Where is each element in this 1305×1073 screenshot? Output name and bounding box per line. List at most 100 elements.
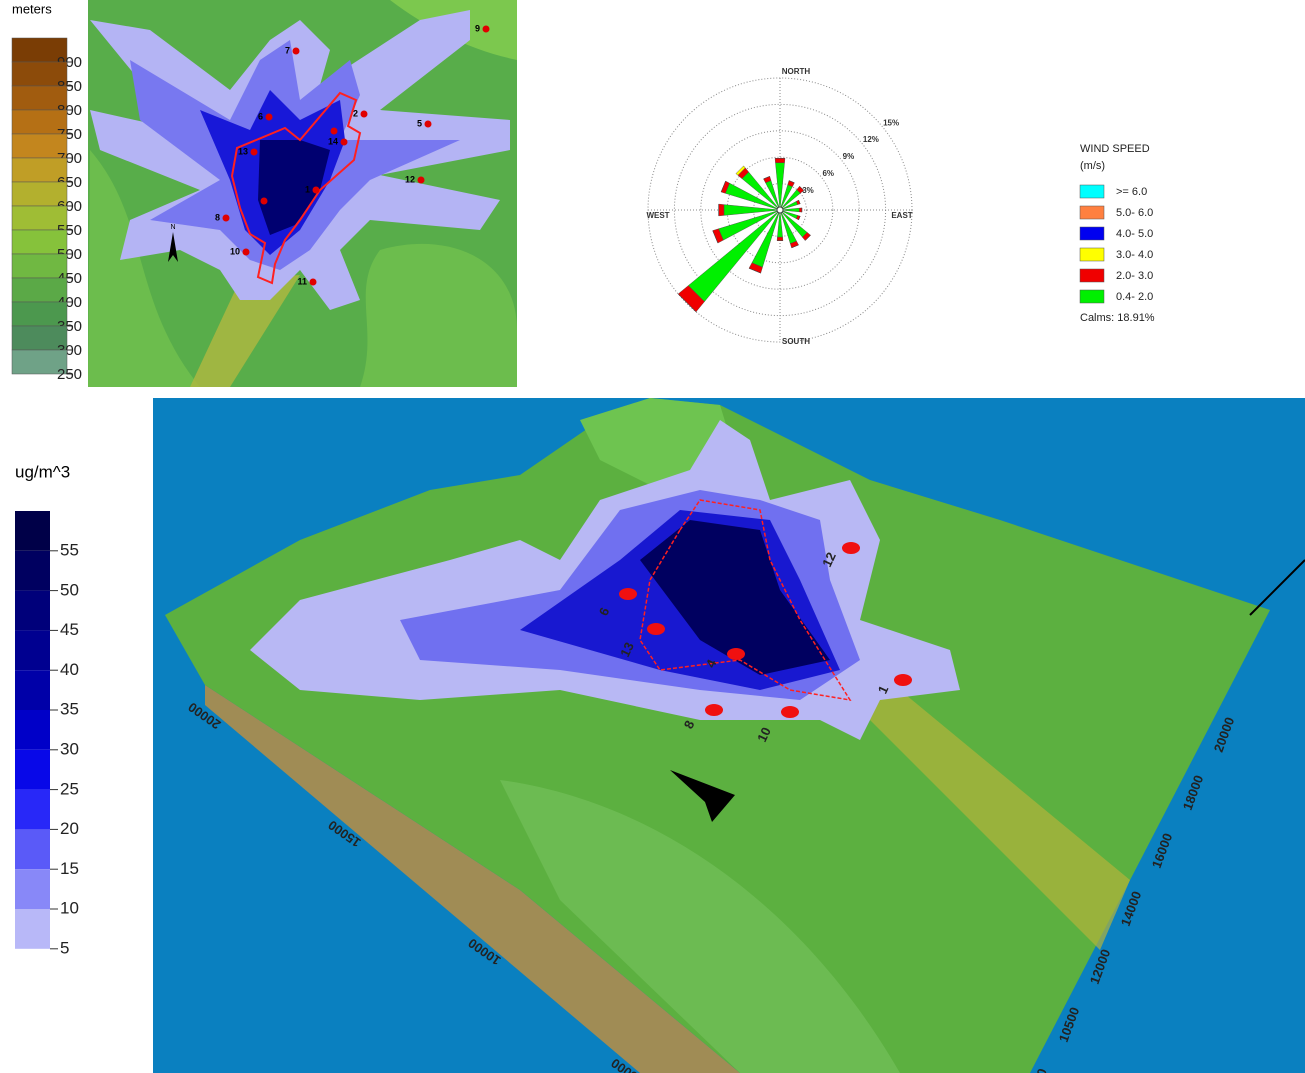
legend-label: 35 [60,700,79,719]
legend-swatch [1079,289,1105,304]
legend-unit: meters [12,1,52,16]
rose-petal [720,181,726,193]
axis-line [1249,559,1305,616]
receptor [842,542,860,554]
receptor [330,127,338,135]
legend-swatch [15,590,50,631]
site-boundary [639,499,852,702]
elevation-map [88,0,517,387]
legend-swatch [11,37,68,63]
ridge [850,690,1130,950]
receptor-label: 7 [285,45,290,55]
legend-label: 30 [60,739,79,758]
receptor [260,197,268,205]
legend-title: WIND SPEED [1080,143,1150,155]
legend-swatch [11,229,68,255]
receptor [424,120,432,128]
north-label: N [170,224,175,231]
receptor [647,623,665,635]
rose-petal [718,203,725,217]
terrain-patch [500,780,900,1073]
legend-swatch [15,869,50,909]
receptor [292,47,300,55]
legend-label: 45 [60,620,79,639]
legend-label: 15 [60,859,79,878]
legend-label: 250 [57,366,82,383]
legend-label: 5 [60,938,69,957]
receptor [781,706,799,718]
ring-label: 6% [822,169,834,178]
legend-unit: (m/s) [1080,160,1105,172]
rose-petal [799,207,803,213]
grid-ring [673,103,887,317]
receptor [727,648,745,660]
receptor [619,588,637,600]
legend-swatch [11,109,68,135]
legend-swatch [11,205,68,231]
legend-swatch [15,909,50,949]
receptor-label: 13 [617,640,637,659]
rose-petal [678,293,697,312]
ridge [190,275,300,387]
receptor-label: 2 [353,108,358,118]
legend-swatch [15,511,50,551]
axis-label: 8000 [1026,1066,1050,1073]
receptor-label: 13 [238,146,248,156]
receptor-label: 8 [215,212,220,222]
receptor [705,704,723,716]
rose-petal [790,240,799,249]
receptor [894,674,912,686]
receptor [250,148,258,156]
rose-petal [774,158,786,163]
legend-swatch [11,133,68,159]
legend-swatch [11,253,68,279]
legend-label: 20 [60,819,79,838]
legend-label: >= 6.0 [1116,186,1147,198]
compass-label: NORTH [782,67,811,76]
calms: Calms: 18.91% [1080,312,1155,324]
receptor [417,176,425,184]
legend-label: 25 [60,779,79,798]
receptor [242,248,250,256]
receptor-label: 10 [754,725,774,744]
receptor [309,278,317,286]
grid-ring [700,130,860,290]
site-boundary [230,91,362,285]
legend-swatch [1079,226,1105,241]
rose-petal [712,228,724,244]
legend-swatch [11,181,68,207]
legend-swatch [15,749,50,790]
receptor-label: 11 [297,276,307,286]
legend-swatch [15,710,50,750]
rose-petal [805,235,811,241]
receptor-label: 6 [258,111,263,121]
ring-label: 3% [802,186,814,195]
receptor [340,138,348,146]
legend-swatch [15,789,50,830]
legend-swatch [1079,247,1105,262]
rose-petal [748,268,761,274]
grid-ring [647,77,913,343]
legend-label: 2.0- 3.0 [1116,270,1153,282]
rose-petal [776,236,784,241]
rose-center [776,206,784,214]
legend-swatch [1079,205,1105,220]
rose-petal [798,200,801,204]
receptor-label: 14 [328,136,338,146]
compass-label: EAST [891,211,912,220]
compass-label: SOUTH [782,337,810,346]
receptor [312,186,320,194]
legend-label: 0.4- 2.0 [1116,291,1153,303]
plume-core [640,520,830,675]
north-arrow [670,770,735,822]
legend-label: 10 [60,899,79,918]
legend-swatch [15,630,50,671]
north-arrow [168,232,178,262]
legend-swatch [11,277,68,303]
legend-label: 50 [60,580,79,599]
legend-label: 5.0- 6.0 [1116,207,1153,219]
rose-petal [796,185,805,194]
concentration-3d [153,398,1305,1073]
ring-label: 15% [883,118,899,127]
